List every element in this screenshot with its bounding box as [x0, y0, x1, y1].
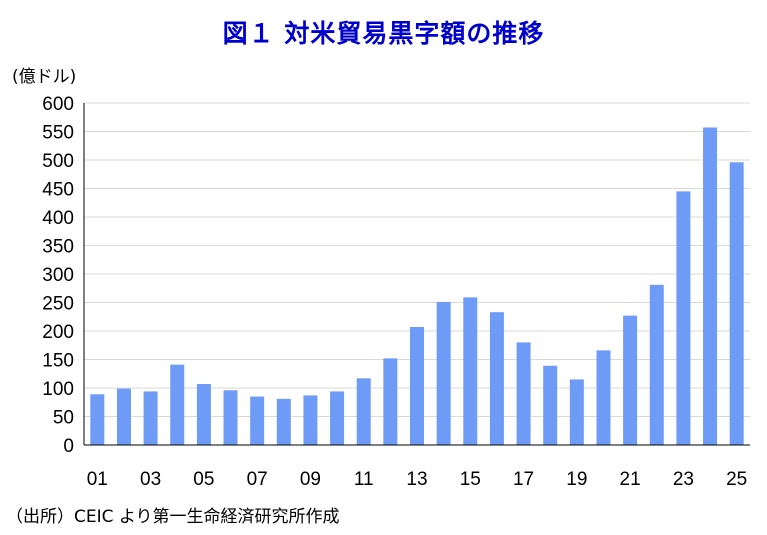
y-tick-label: 0	[63, 436, 74, 457]
y-tick-label: 100	[42, 379, 74, 400]
bar-10	[330, 391, 345, 445]
x-tick-label: 07	[247, 469, 268, 490]
source-note: （出所）CEIC より第一生命経済研究所作成	[6, 507, 340, 527]
bar-06	[223, 390, 238, 445]
bar-04	[170, 364, 185, 445]
y-tick-label: 350	[42, 237, 74, 258]
bar-24	[703, 127, 718, 445]
x-tick-label: 09	[300, 469, 321, 490]
bar-16	[489, 312, 504, 445]
x-tick-label: 03	[140, 469, 161, 490]
x-tick-label: 01	[87, 469, 108, 490]
bar-15	[463, 297, 478, 445]
x-tick-label: 05	[193, 469, 214, 490]
bars	[90, 127, 744, 445]
x-tick-label: 21	[620, 469, 641, 490]
bar-08	[276, 398, 291, 445]
bar-07	[250, 396, 265, 445]
bar-21	[623, 315, 638, 445]
y-axis-unit-label: (億ドル)	[12, 67, 77, 87]
y-tick-label: 400	[42, 208, 74, 229]
bar-17	[516, 342, 531, 445]
x-tick-label: 11	[354, 469, 374, 490]
bar-22	[649, 284, 664, 445]
bar-03	[143, 391, 158, 445]
bar-05	[196, 384, 211, 445]
y-tick-label: 550	[42, 123, 74, 144]
bar-02	[116, 388, 131, 445]
y-tick-label: 500	[42, 151, 74, 172]
x-tick-label: 23	[673, 469, 694, 490]
bar-01	[90, 394, 105, 445]
y-tick-label: 600	[42, 94, 74, 115]
bar-09	[303, 395, 318, 445]
y-tick-label: 200	[42, 322, 74, 343]
x-tick-label: 25	[726, 469, 747, 490]
bar-25	[729, 162, 744, 445]
y-tick-label: 150	[42, 351, 74, 372]
x-tick-label: 17	[513, 469, 534, 490]
y-tick-label: 300	[42, 265, 74, 286]
bar-12	[383, 358, 398, 445]
x-tick-label: 13	[406, 469, 427, 490]
y-tick-label: 250	[42, 294, 74, 315]
y-tick-label: 50	[53, 408, 74, 429]
y-tick-labels: 0 50 100 150 200 250 300 350 400 450 500 550 600	[42, 94, 74, 457]
bar-19	[569, 379, 584, 445]
x-tick-labels: 01 03 05 07 09 11 13 15 17 19 21 23 25	[87, 469, 748, 490]
bar-13	[410, 327, 424, 445]
chart-title: 図１ 対米貿易黒字額の推移	[222, 19, 545, 48]
x-tick-label: 19	[566, 469, 587, 490]
bar-14	[436, 301, 451, 445]
bar-23	[676, 191, 691, 445]
y-tick-label: 450	[42, 180, 74, 201]
x-tick-label: 15	[460, 469, 481, 490]
bar-18	[543, 365, 558, 445]
bar-11	[356, 378, 371, 445]
bar-20	[596, 350, 611, 445]
